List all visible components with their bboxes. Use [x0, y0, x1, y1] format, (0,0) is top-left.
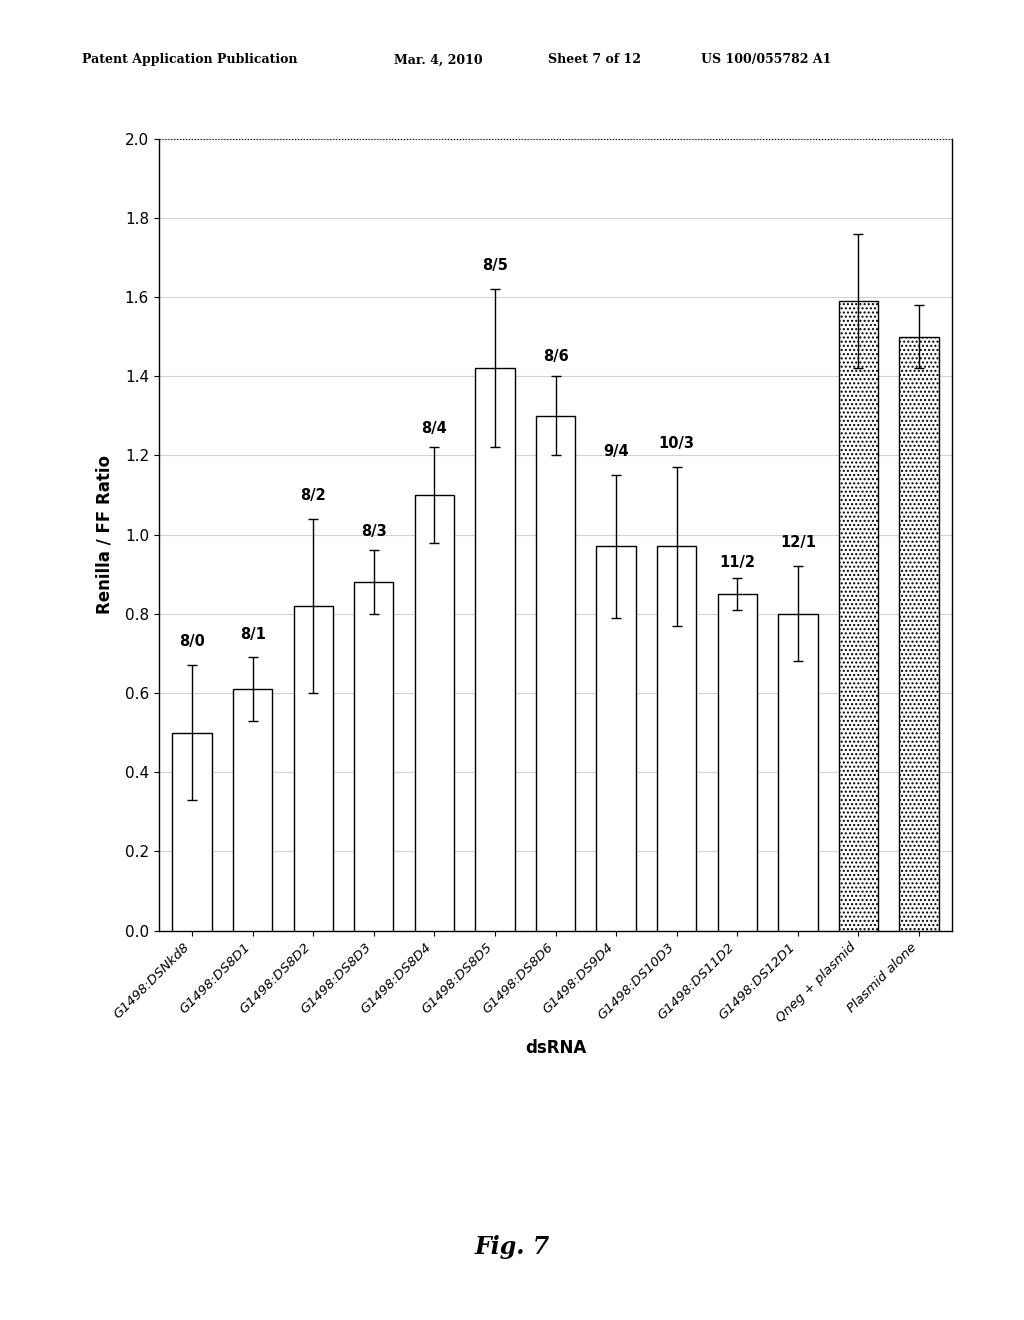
Bar: [415, 495, 454, 931]
Bar: [294, 606, 333, 931]
Text: Patent Application Publication: Patent Application Publication: [82, 53, 297, 66]
Bar: [899, 337, 939, 931]
Text: 8/5: 8/5: [482, 259, 508, 273]
Text: 9/4: 9/4: [603, 445, 629, 459]
Bar: [475, 368, 515, 931]
Bar: [778, 614, 817, 931]
Bar: [354, 582, 393, 931]
Bar: [657, 546, 696, 931]
Bar: [232, 689, 272, 931]
Text: Sheet 7 of 12: Sheet 7 of 12: [548, 53, 641, 66]
Text: 8/2: 8/2: [300, 488, 326, 503]
Text: US 100/055782 A1: US 100/055782 A1: [701, 53, 831, 66]
Text: 10/3: 10/3: [658, 437, 694, 451]
Text: 8/1: 8/1: [240, 627, 265, 642]
Text: 11/2: 11/2: [719, 556, 756, 570]
Bar: [536, 416, 575, 931]
Text: 8/3: 8/3: [360, 524, 387, 539]
Text: 8/4: 8/4: [422, 421, 447, 436]
Text: 12/1: 12/1: [780, 536, 816, 550]
Text: Mar. 4, 2010: Mar. 4, 2010: [394, 53, 483, 66]
Bar: [596, 546, 636, 931]
Y-axis label: Renilla / FF Ratio: Renilla / FF Ratio: [95, 455, 114, 614]
Bar: [839, 301, 879, 931]
Bar: [172, 733, 212, 931]
Text: 8/0: 8/0: [179, 635, 205, 649]
X-axis label: dsRNA: dsRNA: [525, 1039, 586, 1057]
Bar: [718, 594, 757, 931]
Text: 8/6: 8/6: [543, 350, 568, 364]
Text: Fig. 7: Fig. 7: [474, 1236, 550, 1259]
